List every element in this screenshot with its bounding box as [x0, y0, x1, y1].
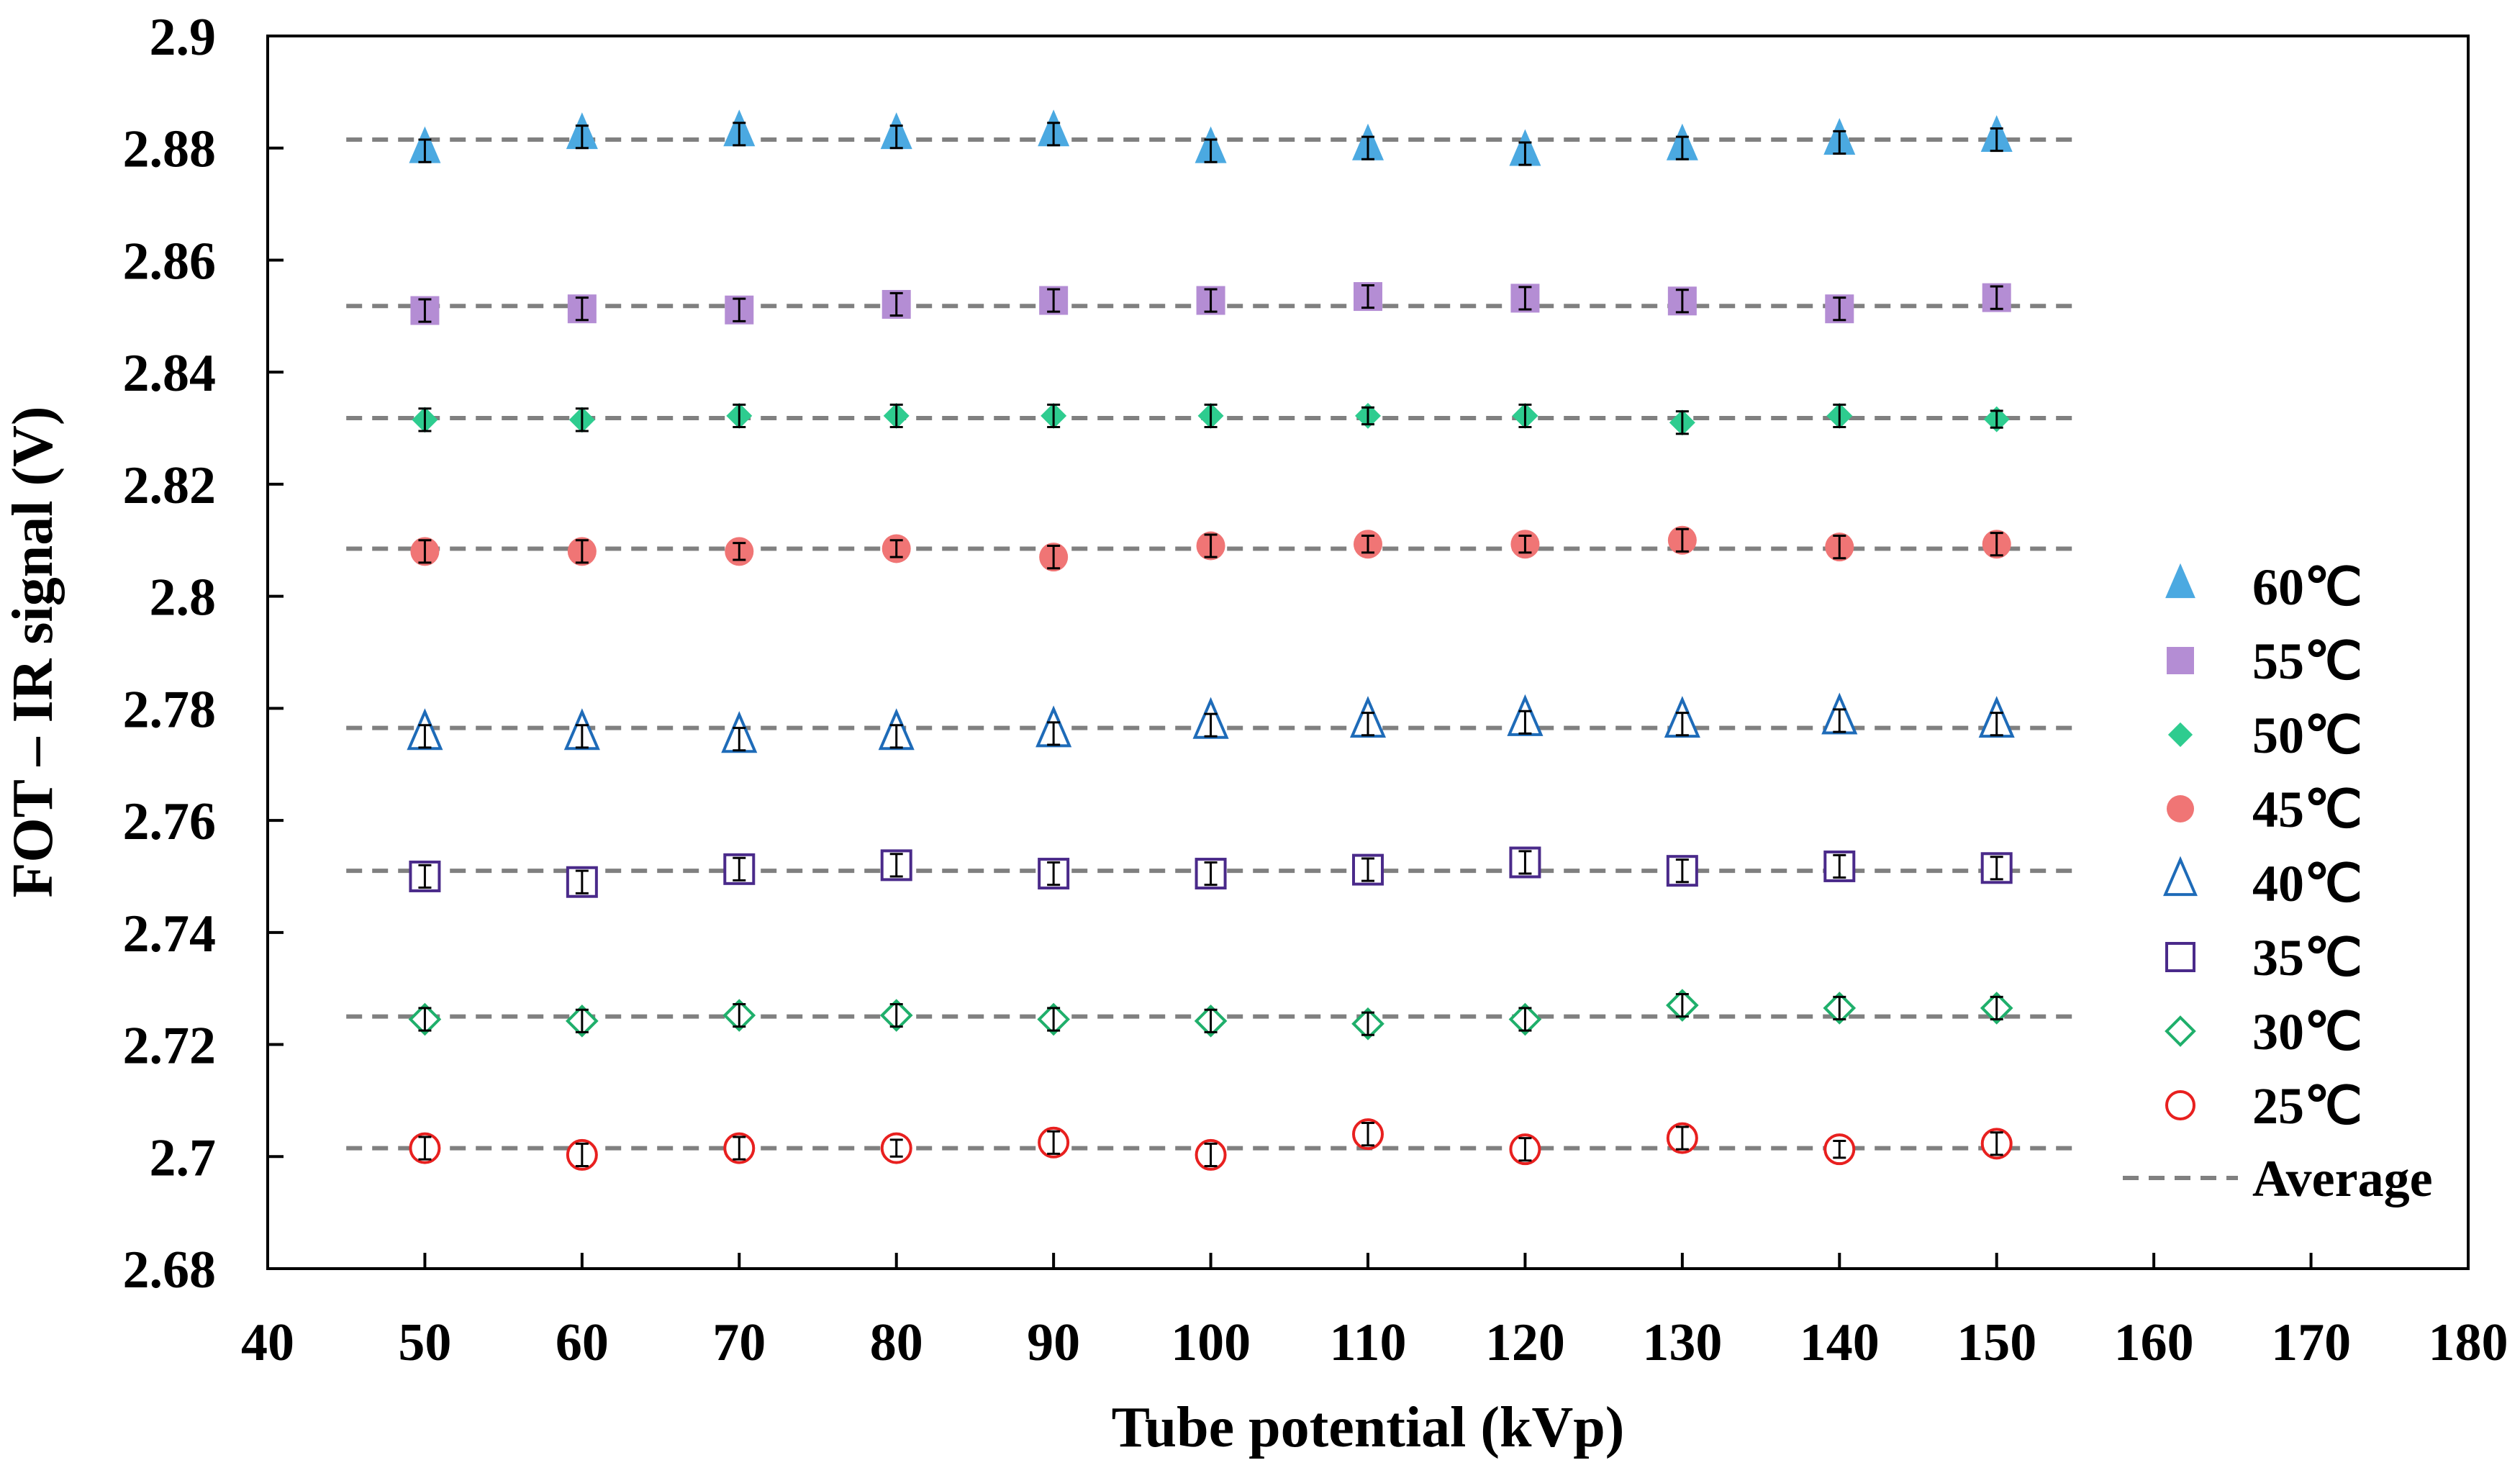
legend-label: 40℃: [2252, 855, 2362, 912]
x-tick-label: 80: [870, 1313, 923, 1372]
y-tick-label: 2.76: [123, 792, 217, 851]
chart-marks: [346, 109, 2075, 1171]
x-tick-label: 100: [1171, 1313, 1251, 1372]
x-tick-label: 90: [1027, 1313, 1080, 1372]
x-tick-label: 140: [1800, 1313, 1880, 1372]
x-tick-label: 130: [1642, 1313, 1722, 1372]
legend-label: 60℃: [2252, 558, 2362, 616]
legend-marker: [2167, 722, 2193, 748]
y-tick-label: 2.88: [123, 120, 217, 179]
legend-marker: [2165, 1090, 2195, 1120]
legend-marker: [2167, 647, 2194, 674]
legend-marker: [2163, 856, 2198, 897]
legend-marker: [2167, 795, 2194, 822]
x-tick-label: 160: [2114, 1313, 2194, 1372]
x-tick-label: 110: [1330, 1313, 1407, 1372]
y-tick-label: 2.74: [123, 905, 217, 964]
y-tick-label: 2.86: [123, 232, 217, 291]
x-tick-label: 180: [2429, 1313, 2508, 1372]
legend-marker: [2165, 1015, 2196, 1047]
axes: 40 50 60 70 80 90 100 110 120 130 140 150 160 170 180 2…: [123, 8, 2508, 1372]
legend-label: 35℃: [2252, 929, 2362, 987]
y-tick-label: 2.82: [123, 456, 217, 515]
y-tick-label: 2.9: [150, 8, 217, 67]
legend-label: 45℃: [2252, 781, 2362, 838]
y-tick-label: 2.8: [150, 568, 217, 627]
legend-marker: [2165, 563, 2195, 599]
x-tick-label: 70: [712, 1313, 766, 1372]
y-tick-label: 2.68: [123, 1241, 217, 1300]
legend-label: 25℃: [2252, 1077, 2362, 1135]
legend-marker: [2165, 942, 2195, 972]
y-tick-label: 2.72: [123, 1017, 217, 1076]
x-tick-label: 50: [398, 1313, 451, 1372]
legend-label: Average: [2252, 1150, 2433, 1207]
y-axis-title: FOT – IR signal (V): [1, 406, 65, 897]
x-tick-label: 170: [2271, 1313, 2351, 1372]
legend-label: 30℃: [2252, 1003, 2362, 1061]
y-tick-label: 2.7: [150, 1128, 217, 1187]
x-axis-title: Tube potential (kVp): [1112, 1396, 1625, 1459]
x-tick-label: 120: [1485, 1313, 1565, 1372]
plot-frame: [266, 35, 2470, 1270]
y-tick-label: 2.78: [123, 680, 217, 739]
x-tick-label: 40: [241, 1313, 294, 1372]
x-tick-label: 60: [556, 1313, 609, 1372]
legend: 60℃ 55℃ 50℃ 45℃ 40℃ 35℃ 30℃ 25℃ Average: [2123, 558, 2433, 1207]
x-tick-label: 150: [1957, 1313, 2036, 1372]
y-tick-label: 2.84: [123, 344, 217, 403]
legend-label: 55℃: [2252, 633, 2362, 690]
legend-label: 50℃: [2252, 707, 2362, 764]
